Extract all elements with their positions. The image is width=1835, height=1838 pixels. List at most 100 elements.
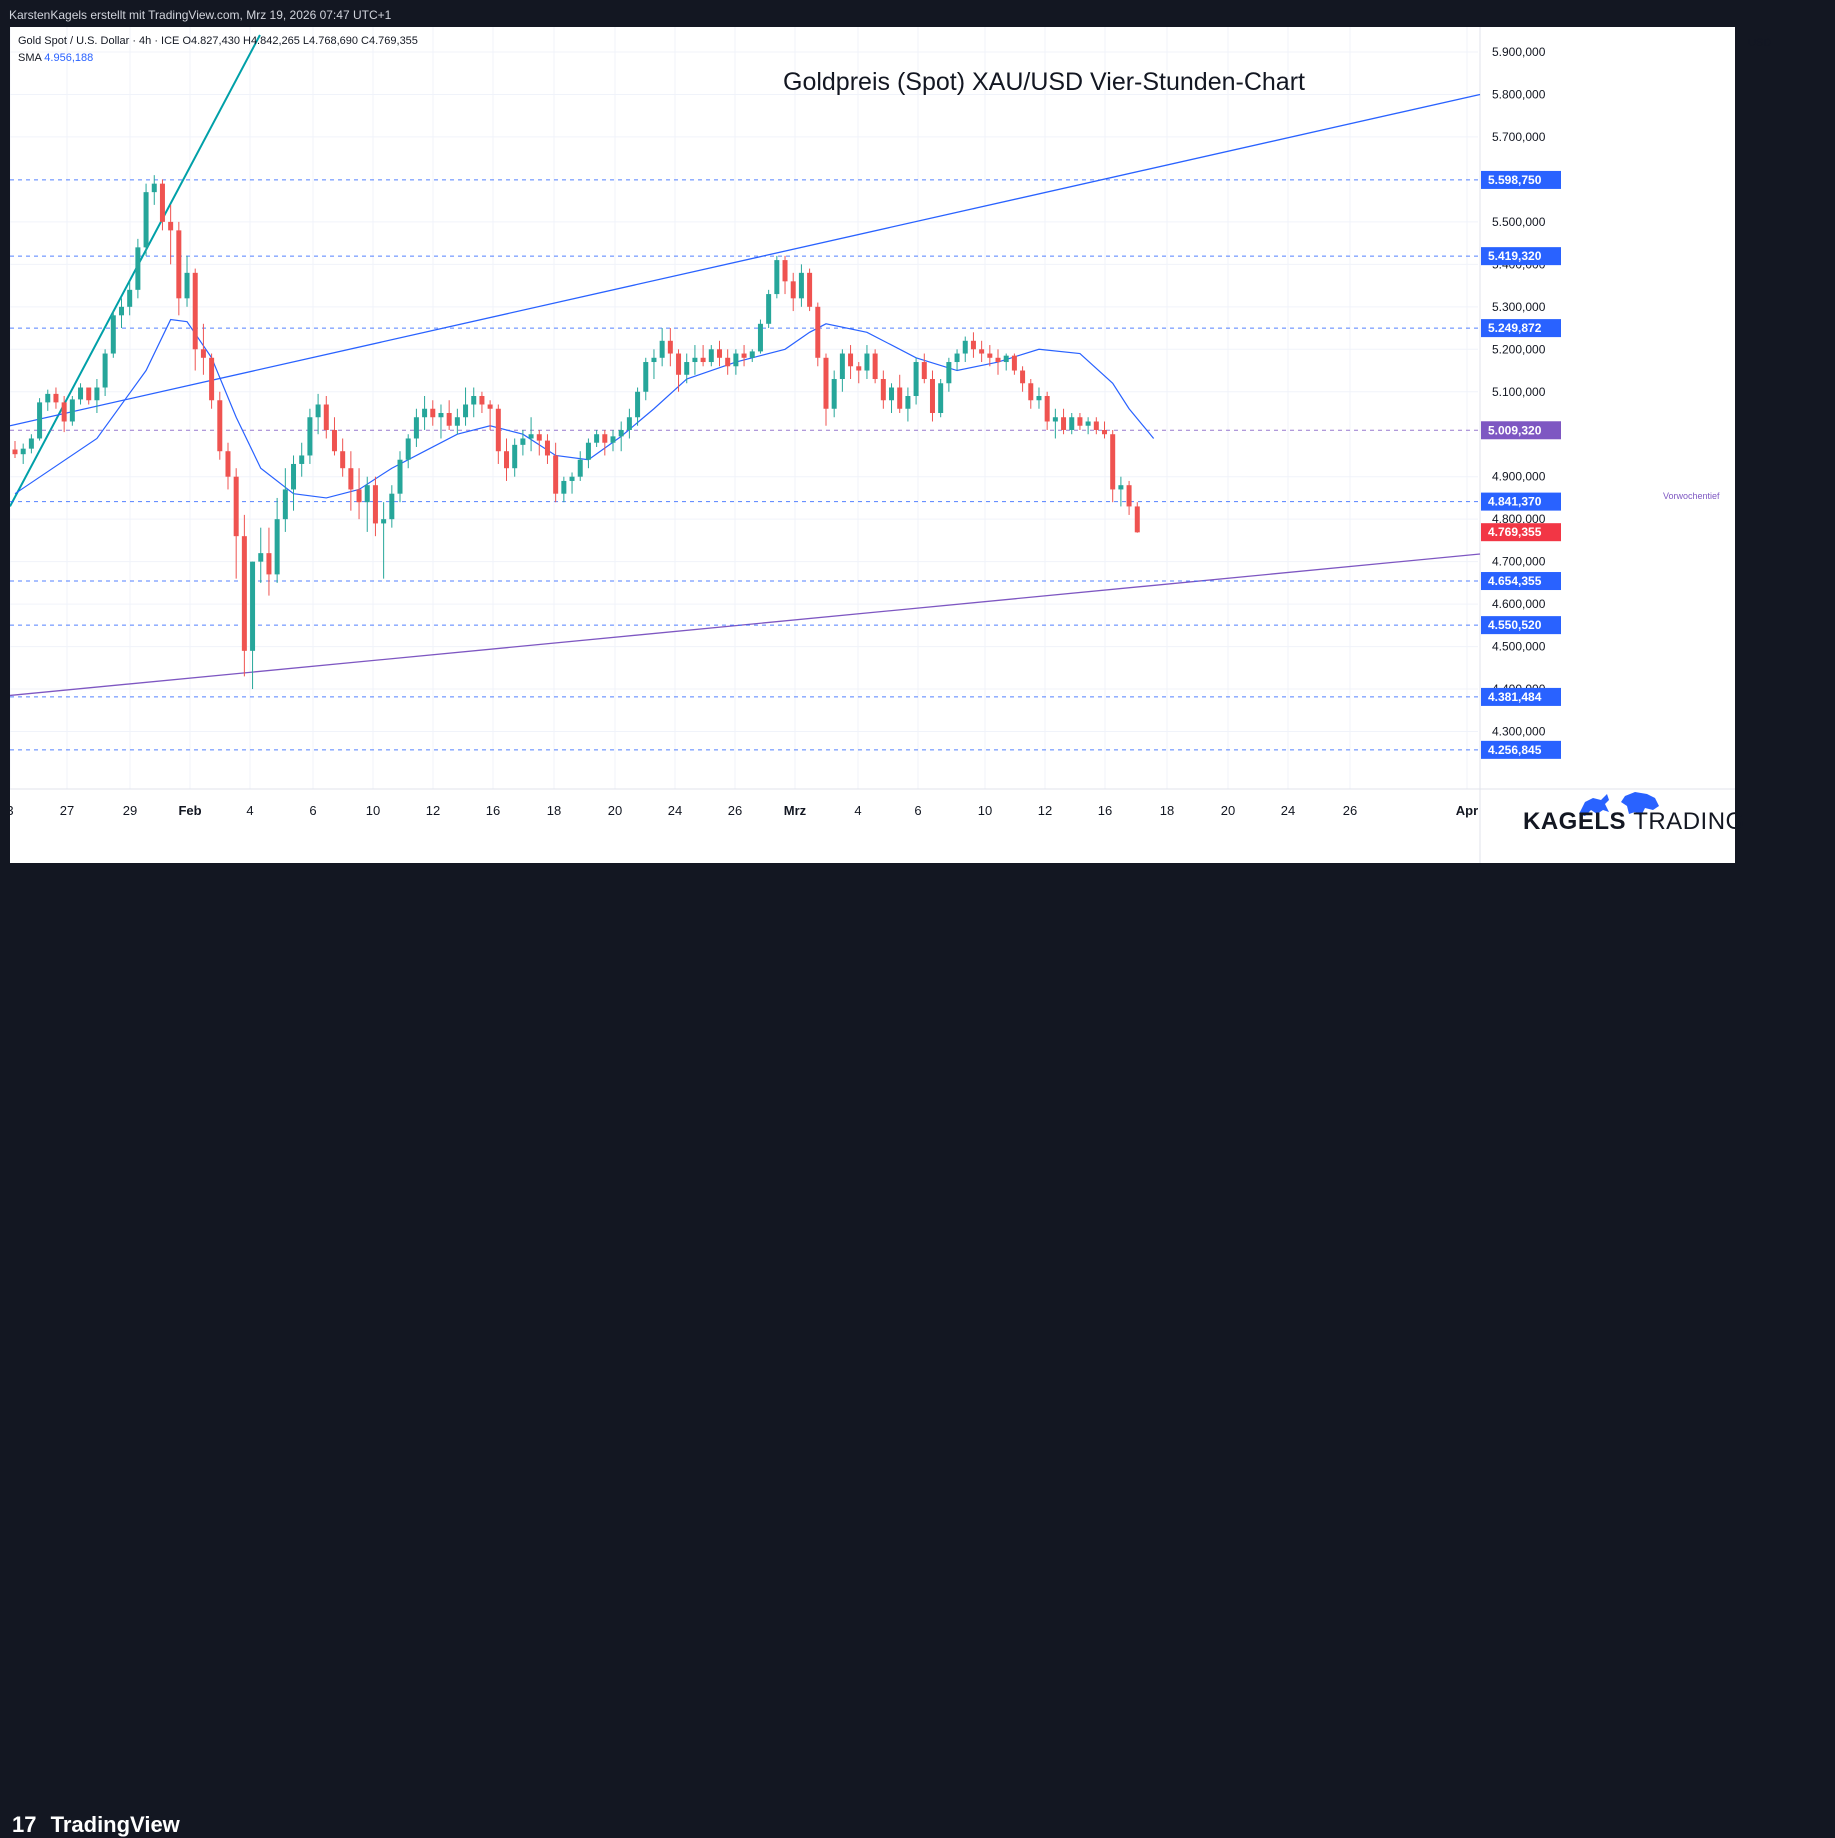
candle-body [1020,370,1026,384]
tradingview-icon: 17 [12,1812,37,1837]
candle-body [684,362,690,375]
x-tick-label: Feb [178,803,201,818]
candle-body [86,387,92,401]
candle-body [856,366,862,371]
price-badge-bg [1481,247,1561,266]
price-badge-bg [1481,523,1561,542]
candle-body [331,429,337,452]
candle-body [725,357,731,367]
candle-body [610,436,616,443]
price-badge-bg [1481,740,1561,759]
candle-body [28,438,34,449]
price-badge-label: 4.769,355 [1488,525,1542,539]
candle-body [209,357,215,401]
x-tick-label: 16 [1098,803,1112,818]
candle-body [61,402,67,422]
y-tick-label: 5.300,000 [1492,300,1546,314]
candle-body [782,260,788,282]
candle-body [463,404,469,418]
candle-body [151,183,157,193]
x-tick-label: 26 [1343,803,1357,818]
price-badge-bg [1481,687,1561,706]
price-badge-bg [1481,492,1561,511]
candle-body [626,417,632,430]
candle-body [168,221,174,231]
currency-label[interactable]: USD [1748,37,1772,49]
vorwochentief-annotation: Vorwochentief [1663,491,1720,501]
candle-body [274,519,280,575]
candle-body [774,260,780,295]
candle-body [708,349,714,363]
tradingview-logo[interactable]: 17 TradingView [12,1812,180,1838]
candle-body [397,459,403,494]
candle-body [602,434,608,443]
x-tick-label: 4 [854,803,861,818]
candle-body [495,408,501,452]
candle-body [258,553,264,562]
candle-body [37,402,43,439]
candle-body [1011,355,1017,371]
candle-body [995,357,1001,363]
y-tick-label: 4.600,000 [1492,597,1546,611]
price-chart[interactable]: 5.900,0005.800,0005.700,0005.500,0005.40… [10,27,1735,863]
sma-value: 4.956,188 [44,52,94,64]
x-tick-label: Apr [1456,803,1478,818]
candle-body [20,448,26,455]
candle-body [954,353,960,363]
price-badge-label: 5.009,320 [1488,423,1542,437]
candle-body [389,493,395,520]
candle-body [307,417,313,456]
candle-body [217,400,223,452]
candle-body [381,519,387,524]
x-tick-label: 26 [728,803,742,818]
candle-body [561,480,567,494]
candle-body [135,247,141,290]
candle-body [798,272,804,299]
candle-body [110,315,116,354]
candle-body [372,485,378,524]
candle-body [102,353,108,388]
x-tick-label: 18 [1160,803,1174,818]
candle-body [749,351,755,358]
candle-body [1102,429,1108,435]
candle-body [553,455,559,494]
candle-body [921,362,927,380]
candle-body [250,561,256,651]
candle-body [848,353,854,367]
candle-body [577,459,583,477]
candle-body [1036,396,1042,401]
candle-body [422,408,428,418]
candle-body [1126,485,1132,507]
x-tick-label: 6 [309,803,316,818]
price-badge-bg [1481,616,1561,635]
candle-body [446,412,452,426]
candle-body [184,272,190,299]
candle-body [1028,383,1034,401]
sma-line [14,318,1155,499]
price-badge-label: 4.256,845 [1488,743,1542,757]
candle-body [504,451,510,469]
candle-body [716,349,722,358]
candle-body [405,438,411,460]
y-tick-label: 4.800,000 [1492,512,1546,526]
brand-bold: KAGELS [1523,808,1627,835]
candle-body [970,340,976,350]
y-tick-label: 5.800,000 [1492,87,1546,101]
chart-area[interactable]: 5.900,0005.800,0005.700,0005.500,0005.40… [10,27,1735,863]
trendline-teal-uptrend [10,34,261,507]
x-tick-label: 12 [426,803,440,818]
brand-light: TRADING [1633,808,1745,835]
trendline-blue-resistance [10,93,1481,427]
price-badge-bg [1481,170,1561,189]
candle-body [471,396,477,405]
candle-body [913,362,919,397]
x-tick-label: 24 [668,803,682,818]
candle-body [880,379,886,401]
candle-body [815,306,821,358]
candle-body [667,340,673,354]
candle-body [585,442,591,460]
candle-body [1052,417,1058,422]
candle-body [176,230,182,299]
x-tick-label: 12 [1038,803,1052,818]
candle-body [1003,355,1009,363]
